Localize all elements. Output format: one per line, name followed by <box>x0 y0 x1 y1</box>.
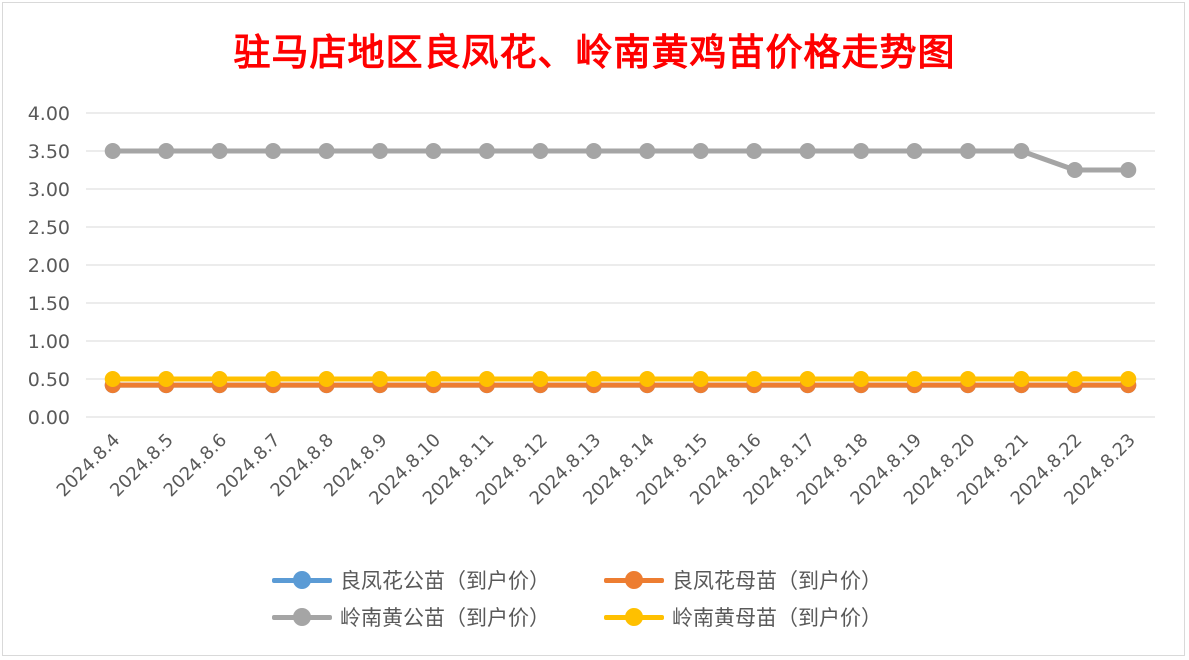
y-tick-label: 4.00 <box>28 103 70 125</box>
data-point <box>585 143 602 159</box>
gridlines <box>86 112 1155 418</box>
data-point <box>371 143 388 159</box>
data-point <box>158 371 175 387</box>
data-point <box>906 143 923 159</box>
series-line <box>110 148 1131 173</box>
data-point <box>532 143 549 159</box>
data-point <box>478 143 495 159</box>
data-point <box>158 143 175 159</box>
data-point <box>478 371 495 387</box>
series-2 <box>104 143 1137 178</box>
data-point <box>1120 162 1137 178</box>
data-point <box>265 371 282 387</box>
data-point <box>1066 371 1083 387</box>
data-point <box>959 143 976 159</box>
data-point <box>853 371 870 387</box>
data-point <box>853 143 870 159</box>
data-point <box>639 371 656 387</box>
y-tick-label: 2.00 <box>28 255 70 277</box>
chart-title: 驻马店地区良凤花、岭南黄鸡苗价格走势图 <box>233 30 956 74</box>
line-chart: 0.00 0.50 1.00 1.50 2.00 2.50 3.00 3.50 4.00 202… <box>28 103 1155 510</box>
data-point <box>799 371 816 387</box>
data-point <box>585 371 602 387</box>
legend-label: 良凤花母苗（到户价） <box>672 569 882 593</box>
y-tick-label: 3.00 <box>28 179 70 201</box>
y-tick-label: 2.50 <box>28 217 70 239</box>
data-point <box>425 143 442 159</box>
legend-item-lingnanhuang-female: 岭南黄母苗（到户价） <box>604 602 882 632</box>
legend-label: 岭南黄公苗（到户价） <box>340 606 550 630</box>
data-point <box>318 371 335 387</box>
series-layer <box>104 143 1137 394</box>
legend-item-liangfenghua-female: 良凤花母苗（到户价） <box>604 565 882 595</box>
data-point <box>211 143 228 159</box>
data-point <box>1120 371 1137 387</box>
data-point <box>746 371 763 387</box>
data-point <box>104 371 121 387</box>
data-point <box>1013 143 1030 159</box>
data-point <box>532 371 549 387</box>
x-axis-ticks: 2024.8.42024.8.52024.8.62024.8.72024.8.8… <box>53 430 1140 510</box>
legend-swatch <box>272 608 332 626</box>
data-point <box>318 143 335 159</box>
legend-swatch <box>272 571 332 589</box>
data-point <box>692 143 709 159</box>
y-tick-label: 1.50 <box>28 293 70 315</box>
data-point <box>211 371 228 387</box>
data-point <box>746 143 763 159</box>
data-point <box>906 371 923 387</box>
series-3 <box>104 371 1137 387</box>
data-point <box>1066 162 1083 178</box>
y-tick-label: 0.50 <box>28 369 70 391</box>
data-point <box>692 371 709 387</box>
data-point <box>959 371 976 387</box>
data-point <box>104 143 121 159</box>
legend-swatch <box>604 608 664 626</box>
legend-item-liangfenghua-male: 良凤花公苗（到户价） <box>272 565 550 595</box>
data-point <box>639 143 656 159</box>
data-point <box>425 371 442 387</box>
legend-swatch <box>604 571 664 589</box>
y-tick-label: 3.50 <box>28 141 70 163</box>
y-tick-label: 0.00 <box>28 407 70 429</box>
legend-item-lingnanhuang-male: 岭南黄公苗（到户价） <box>272 602 550 632</box>
legend-label: 良凤花公苗（到户价） <box>340 569 550 593</box>
data-point <box>799 143 816 159</box>
y-tick-label: 1.00 <box>28 331 70 353</box>
data-point <box>265 143 282 159</box>
y-axis-ticks: 0.00 0.50 1.00 1.50 2.00 2.50 3.00 3.50 4.00 <box>28 103 70 429</box>
legend-label: 岭南黄母苗（到户价） <box>672 606 882 630</box>
data-point <box>371 371 388 387</box>
data-point <box>1013 371 1030 387</box>
